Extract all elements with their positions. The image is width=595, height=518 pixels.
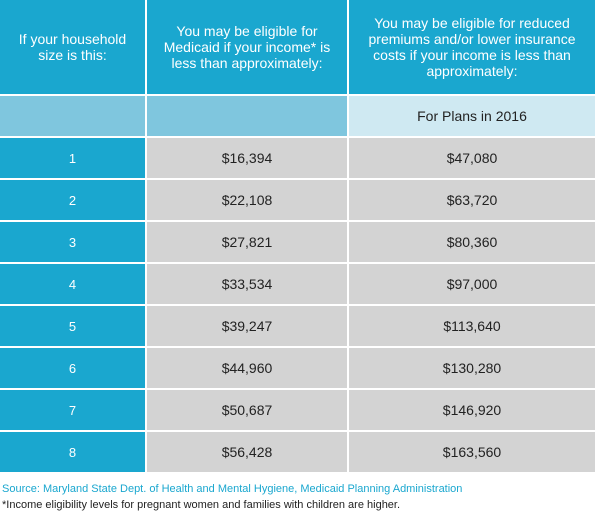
household-size-cell: 5 (0, 306, 147, 346)
reduced-premiums-income-cell: $130,280 (349, 348, 595, 388)
medicaid-income-cell: $44,960 (147, 348, 349, 388)
table-row: 8 $56,428 $163,560 (0, 432, 595, 474)
household-size-cell: 6 (0, 348, 147, 388)
medicaid-income-cell: $16,394 (147, 138, 349, 178)
medicaid-income-cell: $33,534 (147, 264, 349, 304)
header-medicaid-income: You may be eligible for Medicaid if your… (147, 0, 349, 94)
source-note: Source: Maryland State Dept. of Health a… (2, 483, 463, 495)
table-row: 6 $44,960 $130,280 (0, 348, 595, 390)
medicaid-income-cell: $27,821 (147, 222, 349, 262)
table-row: 7 $50,687 $146,920 (0, 390, 595, 432)
table-row: 3 $27,821 $80,360 (0, 222, 595, 264)
medicaid-income-cell: $39,247 (147, 306, 349, 346)
household-size-cell: 4 (0, 264, 147, 304)
table-row: 1 $16,394 $47,080 (0, 138, 595, 180)
reduced-premiums-income-cell: $146,920 (349, 390, 595, 430)
footnote: *Income eligibility levels for pregnant … (2, 499, 401, 511)
reduced-premiums-income-cell: $63,720 (349, 180, 595, 220)
reduced-premiums-income-cell: $80,360 (349, 222, 595, 262)
household-size-cell: 8 (0, 432, 147, 472)
medicaid-income-cell: $50,687 (147, 390, 349, 430)
household-size-cell: 7 (0, 390, 147, 430)
household-size-cell: 2 (0, 180, 147, 220)
reduced-premiums-income-cell: $97,000 (349, 264, 595, 304)
table-header-row: If your household size is this: You may … (0, 0, 595, 96)
eligibility-table: If your household size is this: You may … (0, 0, 595, 474)
household-size-cell: 3 (0, 222, 147, 262)
subheader-cell-2 (147, 96, 349, 136)
reduced-premiums-income-cell: $113,640 (349, 306, 595, 346)
header-household-size: If your household size is this: (0, 0, 147, 94)
header-reduced-premiums-income: You may be eligible for reduced premiums… (349, 0, 595, 94)
medicaid-income-cell: $22,108 (147, 180, 349, 220)
table-body: 1 $16,394 $47,080 2 $22,108 $63,720 3 $27,821 $8… (0, 138, 595, 474)
table-row: 4 $33,534 $97,000 (0, 264, 595, 306)
table-row: 2 $22,108 $63,720 (0, 180, 595, 222)
subheader-cell-1 (0, 96, 147, 136)
table-row: 5 $39,247 $113,640 (0, 306, 595, 348)
reduced-premiums-income-cell: $163,560 (349, 432, 595, 472)
reduced-premiums-income-cell: $47,080 (349, 138, 595, 178)
table-subheader-row: For Plans in 2016 (0, 96, 595, 138)
household-size-cell: 1 (0, 138, 147, 178)
medicaid-income-cell: $56,428 (147, 432, 349, 472)
subheader-plan-year: For Plans in 2016 (349, 96, 595, 136)
